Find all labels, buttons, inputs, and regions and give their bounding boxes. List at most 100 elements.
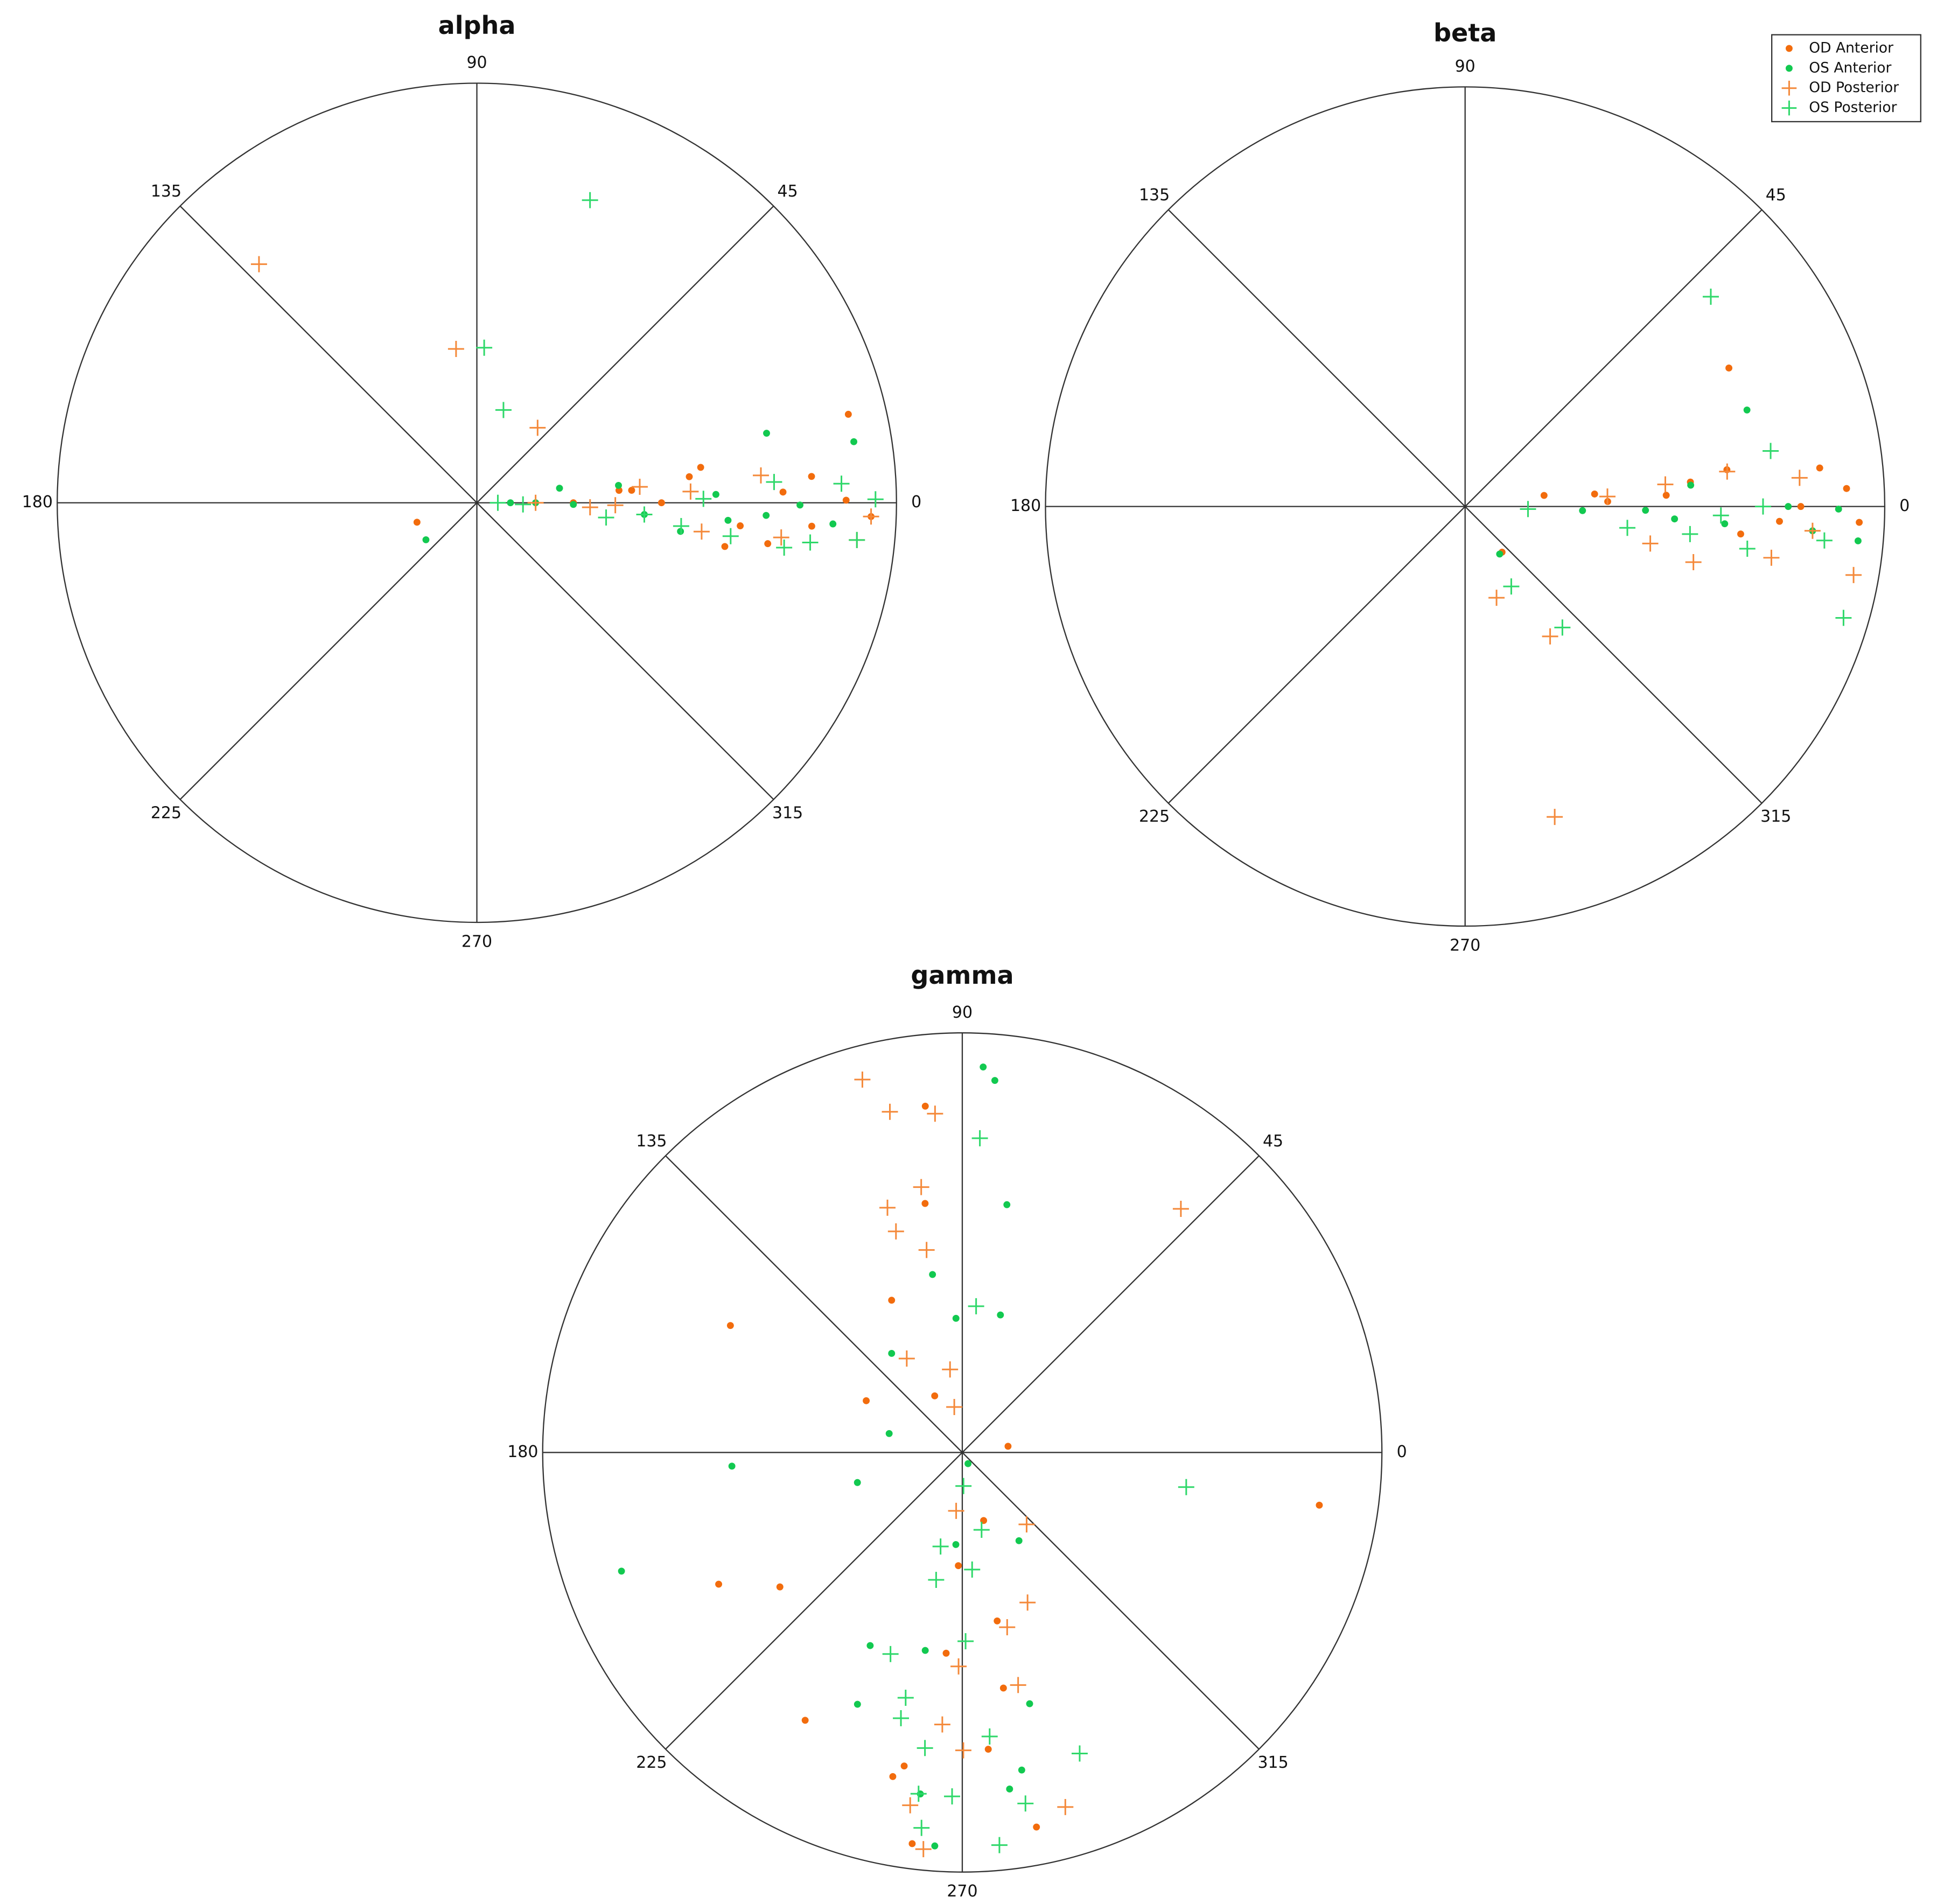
theta-tick-label: 315	[1257, 1753, 1288, 1772]
dot-marker	[796, 501, 803, 509]
dot-marker	[726, 1322, 734, 1329]
plus-marker	[898, 1350, 915, 1367]
legend-text: OS Anterior	[1809, 59, 1891, 76]
legend-marker	[1781, 80, 1797, 96]
dot-marker	[1018, 1766, 1025, 1774]
dot-marker	[1316, 1501, 1323, 1509]
dot-marker	[1591, 491, 1598, 498]
plus-marker	[882, 1646, 899, 1662]
dot-marker	[728, 1462, 736, 1470]
plus-marker	[902, 1797, 919, 1814]
plus-marker	[802, 534, 819, 551]
dot-marker	[931, 1392, 939, 1399]
plus-marker	[950, 1658, 967, 1675]
theta-tick-label: 315	[772, 803, 803, 822]
dot-marker	[850, 438, 857, 445]
theta-tick-label: 270	[947, 1882, 977, 1901]
dot-marker	[422, 536, 430, 543]
plus-marker	[476, 339, 493, 356]
spoke	[476, 502, 774, 800]
theta-tick-label: 180	[507, 1443, 538, 1461]
plus-marker	[1599, 488, 1616, 505]
legend-marker	[1781, 100, 1797, 116]
plus-marker	[913, 1819, 930, 1836]
dot-marker	[863, 1397, 870, 1404]
plus-marker	[1520, 501, 1536, 517]
dot-marker	[801, 1717, 809, 1724]
dot-marker	[615, 481, 622, 489]
plus-marker	[833, 475, 850, 492]
dot-marker	[1687, 481, 1695, 489]
plus-marker	[722, 528, 739, 544]
plus-marker	[917, 1740, 933, 1756]
plus-marker	[1791, 470, 1808, 486]
dot-marker	[929, 1271, 936, 1278]
plus-marker	[849, 531, 865, 548]
plus-marker	[1178, 1479, 1194, 1495]
dot-marker	[888, 1297, 896, 1304]
spoke	[1464, 506, 1763, 804]
plus-marker	[942, 1361, 959, 1378]
plus-marker	[1019, 1594, 1036, 1611]
dot-marker	[686, 473, 693, 480]
plus-marker	[1739, 540, 1756, 557]
spoke	[665, 1452, 963, 1750]
plus-marker	[1702, 288, 1719, 305]
polar-plot: alpha 0 45 90 135 180 225 270 315	[22, 11, 921, 951]
theta-tick-label: 45	[1766, 186, 1786, 205]
plus-marker	[752, 467, 769, 484]
plus-marker	[897, 1689, 914, 1706]
spoke	[1464, 209, 1763, 507]
plus-marker	[1657, 476, 1674, 493]
plus-marker	[1845, 566, 1862, 583]
plus-marker	[1057, 1798, 1074, 1815]
dot-marker	[1006, 1786, 1013, 1793]
plus-marker	[766, 474, 782, 491]
dot-marker	[994, 1617, 1001, 1625]
plus-marker	[957, 1633, 974, 1650]
plus-marker	[1503, 578, 1520, 595]
plus-marker	[773, 529, 789, 546]
dot-marker	[779, 488, 787, 496]
dot-marker	[1737, 530, 1744, 538]
plus-marker	[1018, 1516, 1035, 1533]
plus-marker	[893, 1710, 910, 1726]
plus-marker	[1619, 520, 1635, 536]
dot-marker	[866, 1642, 874, 1649]
theta-tick-label: 90	[1455, 57, 1476, 76]
dot-marker	[1835, 506, 1842, 513]
spoke	[962, 1155, 1260, 1453]
dot-marker	[776, 1583, 784, 1591]
plus-marker	[693, 523, 710, 540]
legend-marker	[1785, 45, 1793, 52]
plus-marker	[879, 1199, 896, 1216]
spoke	[962, 1452, 1260, 1750]
theta-tick-label: 45	[778, 182, 798, 201]
dot-marker	[1004, 1443, 1012, 1450]
dot-marker	[908, 1840, 916, 1847]
plus-marker	[636, 506, 653, 523]
plus-marker	[955, 1742, 971, 1759]
dot-marker	[921, 1200, 929, 1207]
dot-marker	[413, 519, 421, 526]
plus-marker	[582, 499, 598, 516]
dot-marker	[715, 1580, 723, 1588]
dot-marker	[854, 1700, 861, 1708]
dot-marker	[942, 1649, 950, 1657]
theta-tick-label: 90	[466, 53, 487, 72]
polar-plot: gamma 0 45 90 135 180 225 270 315	[507, 961, 1407, 1901]
plus-marker	[887, 1223, 904, 1240]
plus-marker	[1685, 554, 1702, 570]
theta-tick-label: 180	[1010, 496, 1041, 515]
plus-marker	[1719, 463, 1736, 480]
plus-marker	[607, 497, 624, 514]
plus-marker	[973, 1522, 990, 1538]
plus-marker	[999, 1619, 1016, 1635]
plus-marker	[948, 1502, 964, 1519]
spoke	[1167, 506, 1466, 804]
plus-marker	[1017, 1795, 1034, 1812]
dot-marker	[1854, 537, 1862, 544]
plus-marker	[1816, 532, 1833, 549]
dot-marker	[1856, 519, 1863, 526]
